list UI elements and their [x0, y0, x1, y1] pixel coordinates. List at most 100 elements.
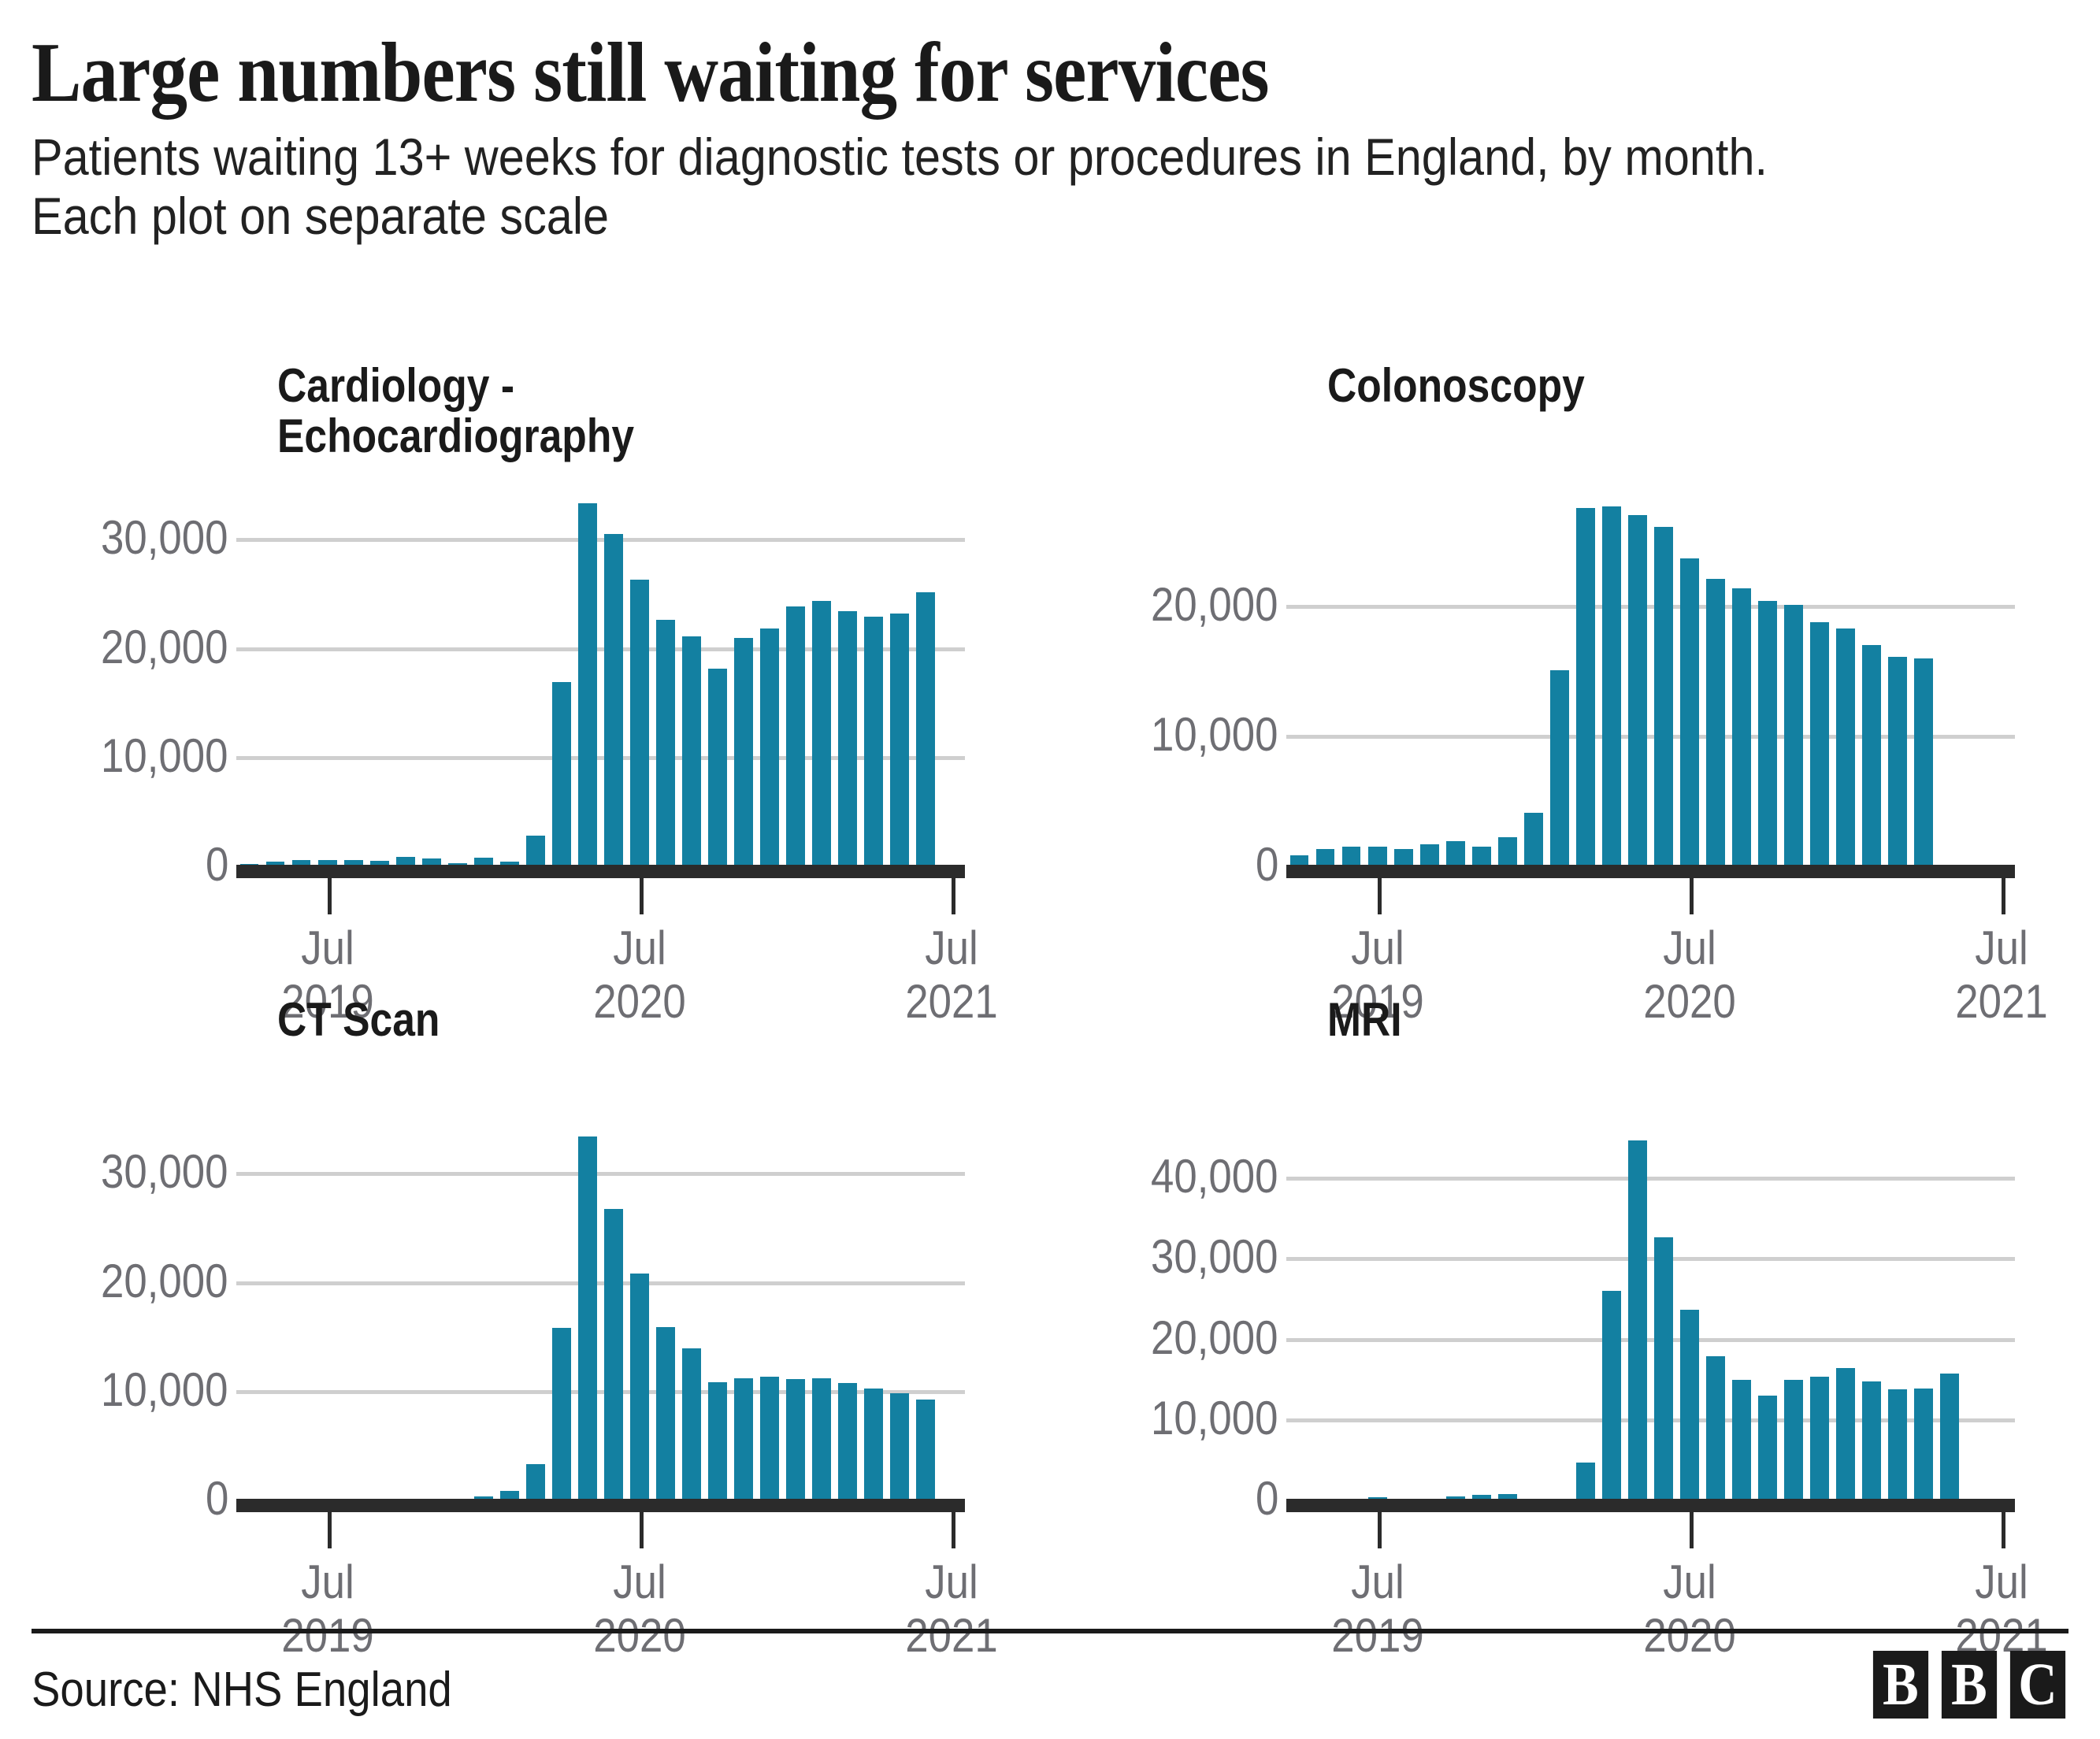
x-axis-labels: Jul 2019 Jul 2020 Jul 2021 — [1286, 1555, 2048, 1682]
plot-area — [1286, 495, 2015, 914]
bar — [838, 610, 858, 865]
bar-slot — [783, 495, 809, 865]
x-axis-tick-label: Jul 2019 — [275, 921, 380, 1029]
bar-slot — [1755, 495, 1781, 865]
bar — [525, 835, 545, 865]
bar — [1706, 1356, 1725, 1499]
gridline — [1286, 1418, 2015, 1422]
bar — [1888, 1389, 1908, 1499]
bar-slot — [1703, 1129, 1729, 1499]
bar-slot — [1494, 495, 1520, 865]
bar-slot — [653, 495, 679, 865]
chart-panel-2: Colonoscopy 0 10,000 20,000 Jul 2019 Jul 2020 Ju… — [1050, 361, 2100, 1028]
bar-slot — [679, 495, 705, 865]
x-tick-month: Jul — [300, 1555, 354, 1608]
x-axis-tick-label: Jul 2020 — [587, 921, 692, 1029]
bar-slot — [366, 1129, 392, 1499]
gridline — [1286, 605, 2015, 610]
x-axis-tick — [2002, 1512, 2006, 1548]
bar-slot — [444, 1129, 470, 1499]
bar-slot — [913, 495, 939, 865]
bar-slot — [1781, 495, 1807, 865]
bar-slot — [1963, 495, 1989, 865]
bar-slot — [783, 1129, 809, 1499]
bar — [708, 1382, 727, 1499]
bar-slot — [626, 495, 652, 865]
bar — [239, 863, 259, 865]
bar-series — [236, 1129, 965, 1499]
bar — [1445, 1496, 1465, 1499]
x-axis-tick-label: Jul 2019 — [275, 1555, 380, 1663]
x-tick-year: 2020 — [1643, 975, 1736, 1029]
header: Large numbers still waiting for services… — [0, 0, 2100, 245]
gridline — [1286, 1257, 2015, 1262]
x-axis-tick-label: Jul 2020 — [587, 1555, 692, 1663]
x-axis-baseline — [1286, 1499, 2015, 1512]
x-axis-tick-label: Jul 2021 — [900, 921, 1004, 1029]
footer-divider — [32, 1629, 2068, 1633]
bar-slot — [1650, 1129, 1676, 1499]
bar — [864, 1389, 884, 1499]
y-axis-tick-label: 10,000 — [1151, 1391, 1278, 1444]
bar — [760, 1377, 780, 1499]
chart-panel-4: MRI 0 10,000 20,000 30,000 40,000 Jul 2019 Jul 20… — [1050, 995, 2100, 1662]
bar-slot — [236, 495, 262, 865]
y-axis-tick-label: 40,000 — [1151, 1150, 1278, 1203]
y-axis-tick-label: 0 — [1255, 1472, 1278, 1525]
plot-region: 0 10,000 20,000 30,000 — [0, 1129, 1050, 1548]
y-axis-tick-label: 0 — [205, 1472, 228, 1525]
chart-panel-1: Cardiology - Echocardiography 0 10,000 20,0… — [0, 361, 1050, 1029]
bar — [1575, 507, 1595, 865]
bar-slot — [1312, 1129, 1338, 1499]
bar — [552, 1327, 571, 1499]
bar — [552, 681, 571, 865]
x-axis-tick-label: Jul 2021 — [1950, 921, 2054, 1029]
bar-series — [1286, 1129, 2015, 1499]
bbc-letter-3: C — [2009, 1651, 2066, 1719]
bar-slot — [887, 495, 913, 865]
y-axis-tick-label: 10,000 — [101, 729, 228, 782]
y-axis-tick-label: 0 — [1255, 838, 1278, 891]
bar — [760, 628, 780, 865]
bar-slot — [835, 495, 861, 865]
bar-slot — [809, 495, 835, 865]
x-axis-tick — [1377, 1512, 1382, 1548]
x-axis-tick-label: Jul 2021 — [900, 1555, 1004, 1663]
bar — [1628, 1140, 1647, 1499]
bar — [1706, 579, 1725, 865]
x-axis-baseline — [236, 865, 965, 878]
bar-slot — [1833, 495, 1859, 865]
bbc-letter-1: B — [1872, 1651, 1929, 1719]
bar — [838, 1383, 858, 1499]
bar — [578, 1136, 597, 1499]
bar-slot — [1338, 495, 1364, 865]
bar-slot — [522, 1129, 548, 1499]
bar — [708, 669, 727, 865]
x-tick-month: Jul — [925, 921, 979, 974]
bar-slot — [626, 1129, 652, 1499]
bar-slot — [366, 495, 392, 865]
x-axis-tick — [952, 1512, 956, 1548]
bar-slot — [1911, 495, 1937, 865]
y-axis-tick-label: 20,000 — [1151, 578, 1278, 632]
bar — [916, 592, 936, 865]
bar-slot — [1989, 495, 2015, 865]
bar — [1758, 601, 1777, 865]
bar-slot — [574, 1129, 600, 1499]
bar-slot — [288, 1129, 314, 1499]
bar-slot — [861, 495, 887, 865]
bar-slot — [731, 495, 757, 865]
bar-slot — [496, 495, 522, 865]
x-axis-tick — [952, 878, 956, 914]
bar — [1393, 849, 1413, 865]
x-axis-labels: Jul 2019 Jul 2020 Jul 2021 — [236, 921, 998, 1047]
footer: Source: NHS England B B C — [0, 1629, 2100, 1739]
bar-slot — [1781, 1129, 1807, 1499]
bar-slot — [1963, 1129, 1989, 1499]
bar-slot — [1885, 495, 1911, 865]
bar-slot — [1546, 1129, 1572, 1499]
bar-slot — [705, 1129, 731, 1499]
bar-slot — [236, 1129, 262, 1499]
x-tick-month: Jul — [1663, 921, 1716, 974]
bar-slot — [1442, 495, 1468, 865]
